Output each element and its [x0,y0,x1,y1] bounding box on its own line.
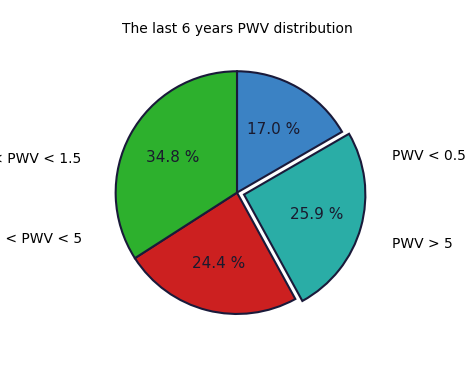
Text: 0.5 < PWV < 1.5: 0.5 < PWV < 1.5 [0,151,82,166]
Text: 24.4 %: 24.4 % [192,256,246,271]
Text: 17.0 %: 17.0 % [247,122,300,137]
Wedge shape [135,193,295,314]
Wedge shape [237,71,342,193]
Wedge shape [116,71,237,258]
Text: PWV < 0.5: PWV < 0.5 [392,149,466,163]
Text: 34.8 %: 34.8 % [146,150,200,165]
Text: 1.5 < PWV < 5: 1.5 < PWV < 5 [0,232,82,246]
Text: 25.9 %: 25.9 % [290,207,343,222]
Title: The last 6 years PWV distribution: The last 6 years PWV distribution [122,22,352,36]
Text: PWV > 5: PWV > 5 [392,237,453,251]
Wedge shape [244,134,365,301]
